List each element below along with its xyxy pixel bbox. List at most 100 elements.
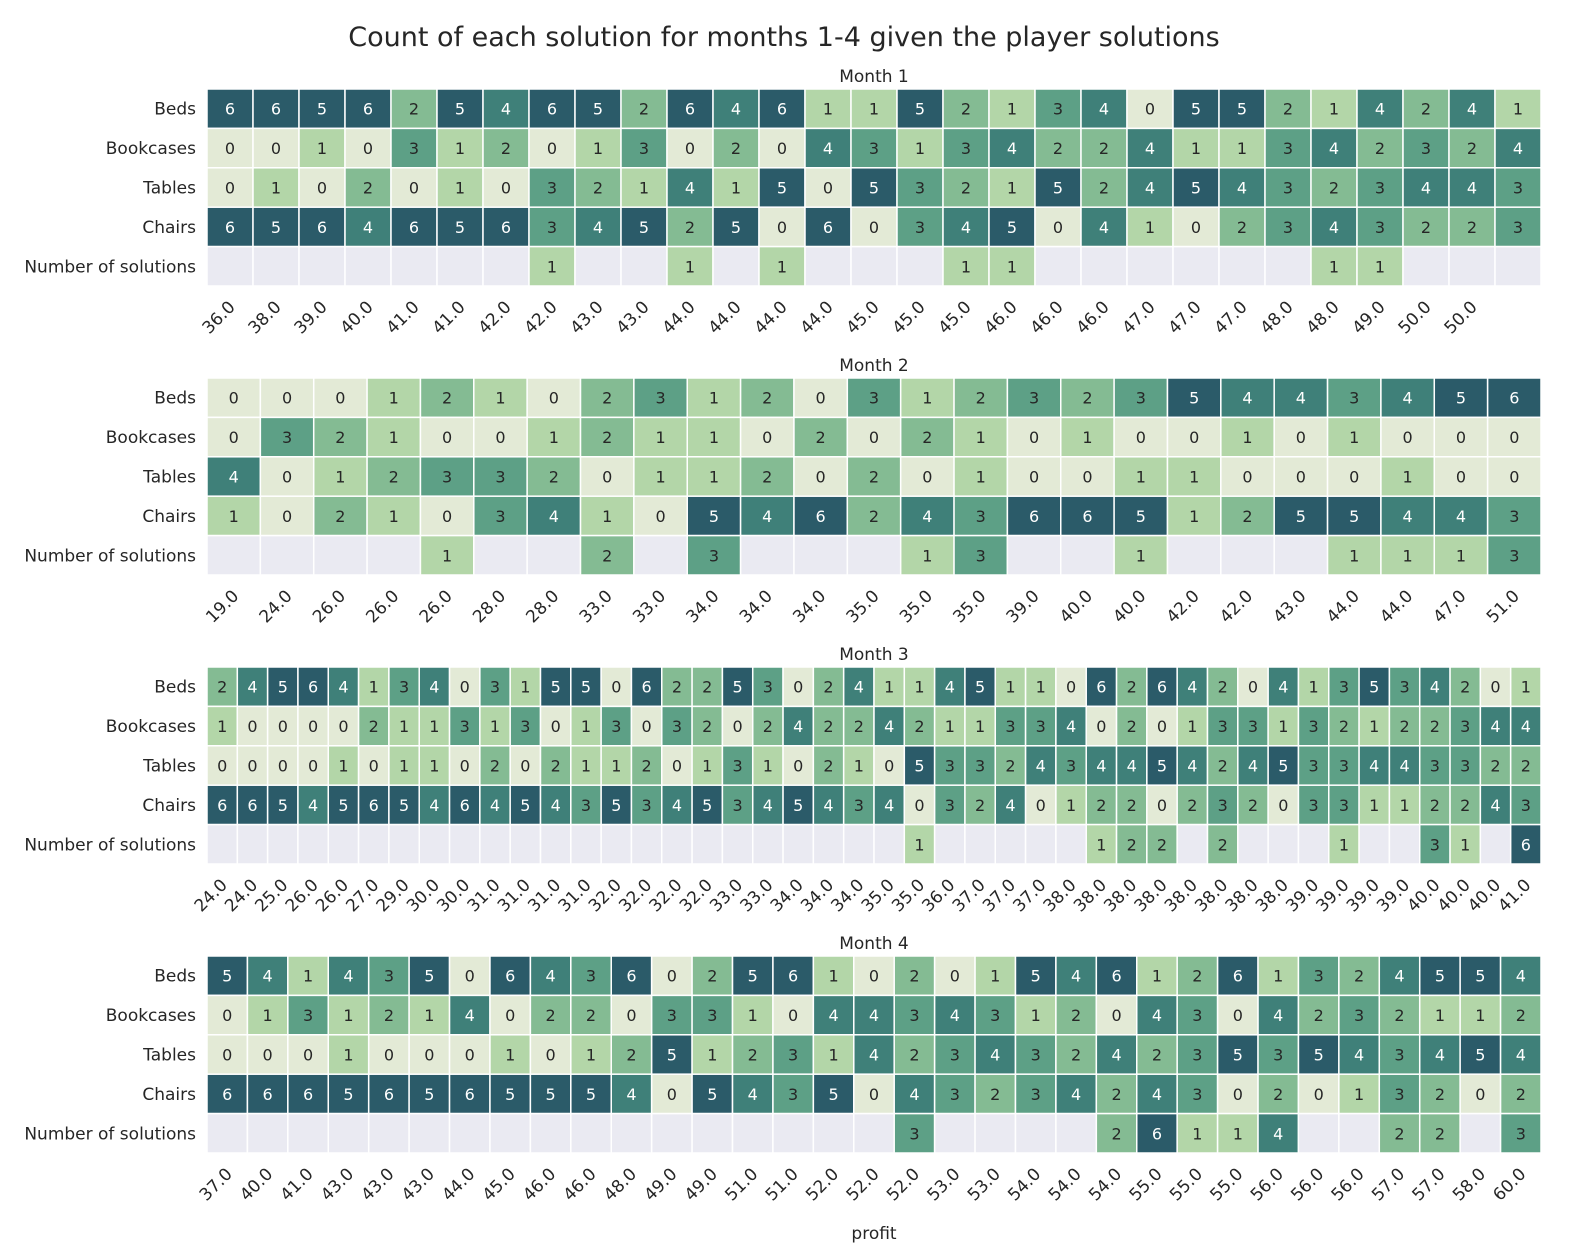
cell-value: 0	[793, 678, 803, 697]
cell-value: 0	[1096, 717, 1106, 736]
cell-value: 2	[1421, 100, 1431, 119]
x-tick-label: 36.0	[199, 297, 240, 338]
cell-value: 2	[546, 1006, 556, 1025]
cell-value: 2	[1421, 218, 1431, 237]
x-tick-label: 36.0	[918, 875, 959, 916]
heatmap-cell	[1176, 666, 1209, 708]
heatmap-cell	[1176, 994, 1219, 1036]
cell-value: 3	[707, 1006, 717, 1025]
heatmap-cell	[1126, 127, 1174, 169]
cell-value: 3	[460, 717, 470, 736]
cell-value: 3	[788, 1046, 798, 1065]
cell-value: 0	[282, 468, 292, 487]
x-tick-label: 38.0	[1191, 875, 1232, 916]
heatmap-cell	[206, 1034, 249, 1075]
x-tick-label: 28.0	[469, 586, 510, 627]
heatmap-cell	[772, 1112, 815, 1154]
cell-value: 4	[1111, 1046, 1121, 1065]
x-tick-label: 34.0	[797, 875, 838, 916]
heatmap-cell	[1328, 705, 1360, 747]
heatmap-cell	[436, 167, 484, 208]
heatmap-cell	[489, 1073, 532, 1115]
cell-value: 1	[369, 678, 379, 697]
cell-value: 1	[1007, 257, 1017, 276]
x-tick-label: 55.0	[1166, 1164, 1207, 1205]
cell-value: 0	[922, 468, 932, 487]
cell-value: 0	[1233, 1006, 1243, 1025]
x-tick-label: 40.0	[236, 1164, 277, 1205]
cell-value: 1	[922, 546, 932, 565]
heatmap-cell	[206, 666, 239, 708]
cell-value: 0	[1136, 428, 1146, 447]
cell-value: 1	[429, 757, 439, 776]
cell-value: 3	[399, 678, 409, 697]
heatmap-cell	[1310, 206, 1358, 248]
cell-value: 5	[1053, 179, 1063, 198]
cell-value: 5	[581, 678, 591, 697]
heatmap-cell	[390, 245, 438, 287]
cell-value: 2	[363, 179, 373, 198]
heatmap-cell	[1264, 127, 1312, 169]
heatmap-cell	[579, 456, 635, 497]
x-tick-label: 37.0	[196, 1164, 237, 1205]
heatmap-cell	[1024, 823, 1057, 865]
heatmap-cell	[312, 377, 368, 419]
cell-value: 2	[1242, 507, 1252, 526]
cell-value: 3	[1421, 139, 1431, 158]
cell-value: 6	[225, 218, 235, 237]
x-tick-label: 43.0	[317, 1164, 358, 1205]
cell-value: 6	[1233, 967, 1243, 986]
heatmap-cell	[367, 1073, 410, 1115]
cell-value: 3	[1521, 796, 1531, 815]
cell-value: 6	[823, 218, 833, 237]
x-tick-label: 26.0	[309, 586, 350, 627]
x-tick-label: 43.0	[613, 297, 654, 338]
x-tick-label: 43.0	[398, 1164, 439, 1205]
cell-value: 5	[748, 967, 758, 986]
heatmap-cell	[1358, 705, 1391, 747]
cell-value: 2	[869, 507, 879, 526]
cell-value: 0	[1456, 468, 1466, 487]
cell-value: 2	[961, 100, 971, 119]
heatmap-cell	[691, 823, 724, 865]
x-tick-label: 56.0	[1247, 1164, 1288, 1205]
heatmap-cell	[1126, 167, 1174, 208]
heatmap-cell	[893, 1112, 936, 1154]
heatmap-cell	[933, 994, 976, 1036]
heatmap-cell	[570, 823, 602, 865]
heatmap-cell	[1358, 666, 1391, 708]
heatmap-cell	[903, 823, 936, 865]
heatmap-cell	[1459, 1112, 1502, 1154]
heatmap-cell	[266, 666, 299, 708]
cell-value: 3	[1192, 1006, 1202, 1025]
heatmap-cell	[1267, 784, 1300, 826]
cell-value: 2	[823, 757, 833, 776]
cell-value: 4	[1145, 139, 1155, 158]
heatmap-cell	[266, 784, 299, 826]
cell-value: 1	[1031, 1006, 1041, 1025]
heatmap-cell	[1479, 823, 1512, 865]
cell-value: 4	[1516, 967, 1526, 986]
cell-value: 5	[278, 796, 288, 815]
x-tick-label: 44.0	[1376, 586, 1417, 627]
x-tick-label: 30.0	[403, 875, 444, 916]
heatmap-cell	[206, 495, 262, 537]
cell-value: 1	[1136, 546, 1146, 565]
cell-value: 0	[793, 757, 803, 776]
x-tick-label: 45.0	[935, 297, 976, 338]
x-tick-label: 39.0	[291, 297, 332, 338]
cell-value: 4	[909, 1085, 919, 1104]
cell-value: 2	[1127, 717, 1137, 736]
x-tick-label: 35.0	[858, 875, 899, 916]
cell-value: 6	[308, 678, 318, 697]
heatmap-cell	[633, 495, 688, 537]
cell-value: 4	[685, 179, 695, 198]
cell-value: 5	[1191, 179, 1201, 198]
heatmap-cell	[1326, 534, 1382, 576]
cell-value: 1	[1007, 100, 1017, 119]
cell-value: 1	[335, 468, 345, 487]
cell-value: 1	[976, 428, 986, 447]
cell-value: 0	[278, 717, 288, 736]
cell-value: 5	[828, 1085, 838, 1104]
heatmap-cell	[252, 127, 300, 169]
